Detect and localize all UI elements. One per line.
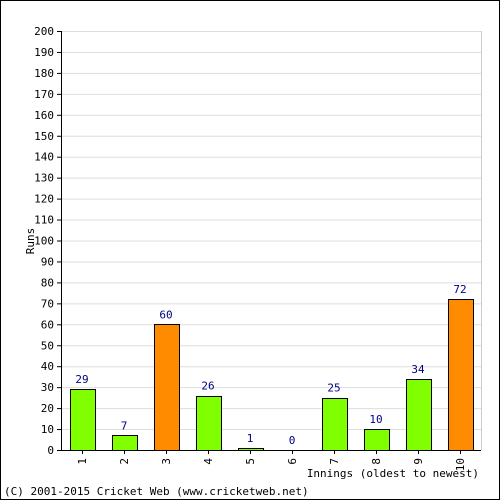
data-label-innings-2: 7 xyxy=(121,419,128,432)
x-tick-label: 2 xyxy=(118,458,131,465)
y-tick-label: 110 xyxy=(34,214,54,227)
data-label-innings-1: 29 xyxy=(75,373,88,386)
y-tick-label: 60 xyxy=(41,318,54,331)
y-tick-label: 50 xyxy=(41,339,54,352)
x-tick-labels: 1 2 3 4 5 6 7 8 9 10 xyxy=(76,458,467,472)
data-label-innings-7: 25 xyxy=(327,382,340,395)
data-label-innings-6: 0 xyxy=(289,434,296,447)
y-tick-label: 180 xyxy=(34,67,54,80)
bar-innings-7 xyxy=(322,398,348,451)
copyright-footer: (C) 2001-2015 Cricket Web (www.cricketwe… xyxy=(4,485,309,498)
y-tick-label: 70 xyxy=(41,297,54,310)
data-label-innings-5: 1 xyxy=(247,432,254,445)
x-tick-label: 4 xyxy=(202,458,215,465)
data-label-innings-8: 10 xyxy=(369,413,382,426)
y-tick-label: 120 xyxy=(34,193,54,206)
bar-innings-2 xyxy=(112,435,138,451)
data-label-innings-3: 60 xyxy=(159,308,172,321)
y-tick-labels: 0 10 20 30 40 50 60 70 80 90 100 110 120 130 140 150 160… xyxy=(34,25,54,457)
axes xyxy=(57,31,482,454)
data-label-innings-9: 34 xyxy=(411,363,425,376)
bar-innings-1 xyxy=(70,389,96,451)
y-tick-label: 0 xyxy=(47,444,54,457)
x-axis-title: Innings (oldest to newest) xyxy=(307,467,479,480)
data-label-innings-10: 72 xyxy=(453,283,466,296)
x-tick-label: 8 xyxy=(370,458,383,465)
y-tick-label: 200 xyxy=(34,25,54,38)
data-label-innings-4: 26 xyxy=(201,380,214,393)
y-tick-label: 40 xyxy=(41,360,54,373)
y-tick-label: 150 xyxy=(34,130,54,143)
bar-innings-10 xyxy=(448,299,474,451)
y-tick-label: 80 xyxy=(41,276,54,289)
y-tick-label: 90 xyxy=(41,255,54,268)
bar-innings-3 xyxy=(154,324,180,451)
y-axis-title: Runs xyxy=(24,228,37,255)
y-tick-label: 30 xyxy=(41,381,54,394)
y-tick-label: 20 xyxy=(41,402,54,415)
bars xyxy=(70,299,474,451)
x-tick-label: 5 xyxy=(244,458,257,465)
x-tick-label: 6 xyxy=(286,458,299,465)
y-tick-label: 170 xyxy=(34,88,54,101)
bar-innings-8 xyxy=(364,429,390,451)
y-tick-label: 100 xyxy=(34,235,54,248)
x-tick-label: 9 xyxy=(412,458,425,465)
x-tick-label: 3 xyxy=(160,458,173,465)
y-tick-label: 10 xyxy=(41,423,54,436)
x-tick-label: 10 xyxy=(454,458,467,471)
bar-innings-9 xyxy=(406,379,432,451)
y-tick-label: 160 xyxy=(34,109,54,122)
y-tick-label: 190 xyxy=(34,46,54,59)
x-tick-label: 7 xyxy=(328,458,341,465)
bar-innings-4 xyxy=(196,396,222,451)
y-tick-label: 140 xyxy=(34,151,54,164)
y-tick-label: 130 xyxy=(34,172,54,185)
x-tick-label: 1 xyxy=(76,458,89,465)
